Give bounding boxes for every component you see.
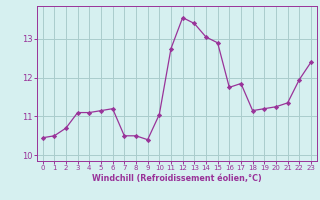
X-axis label: Windchill (Refroidissement éolien,°C): Windchill (Refroidissement éolien,°C) <box>92 174 262 183</box>
